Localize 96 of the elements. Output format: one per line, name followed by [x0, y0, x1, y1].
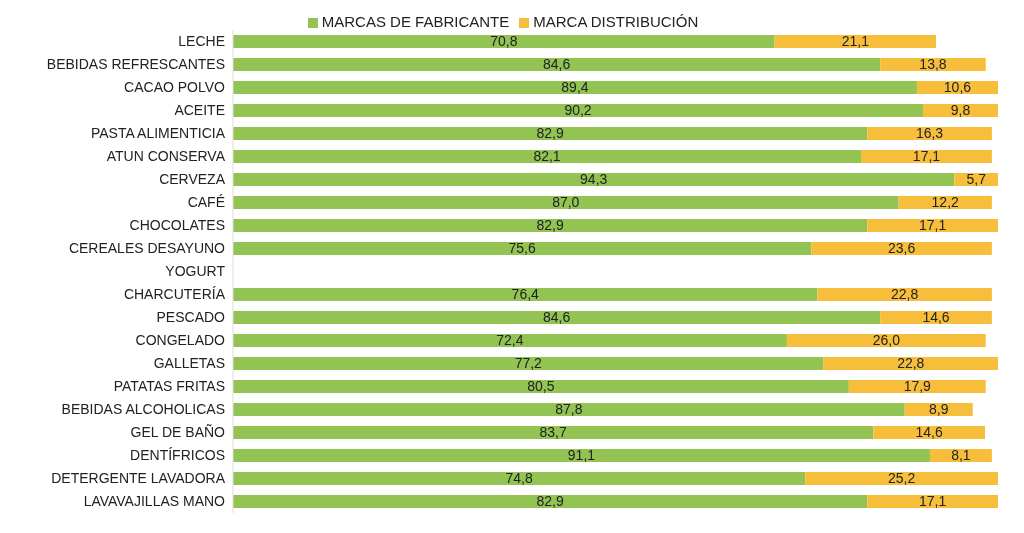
bar [233, 288, 818, 302]
bar [867, 127, 992, 141]
bar [233, 150, 862, 164]
data-label: 22,8 [891, 286, 919, 303]
data-label: 76,4 [511, 286, 540, 303]
data-label: 14,6 [922, 309, 950, 326]
legend-label: MARCA DISTRIBUCIÓN [533, 13, 699, 30]
data-label: 72,4 [496, 332, 524, 349]
bar [867, 219, 998, 233]
bar [233, 219, 868, 233]
bar [233, 403, 905, 417]
y-tick-label: CERVEZA [159, 171, 226, 188]
bar [873, 426, 985, 440]
bar [823, 357, 998, 371]
data-label: 17,1 [912, 148, 941, 165]
bar [786, 334, 986, 348]
y-tick-label: CACAO POLVO [124, 79, 226, 96]
data-label: 87,8 [555, 401, 583, 418]
legend-label: MARCAS DE FABRICANTE [321, 13, 510, 30]
data-label: 13,8 [919, 56, 947, 73]
bar [233, 127, 868, 141]
y-tick-label: PESCADO [156, 309, 226, 326]
data-label: 5,7 [966, 171, 987, 188]
y-tick-label: CHARCUTERÍA [123, 286, 226, 303]
data-label: 84,6 [542, 56, 571, 73]
bar [233, 380, 849, 394]
y-tick-label: BEBIDAS REFRESCANTES [46, 56, 225, 73]
data-label: 82,1 [533, 148, 561, 165]
y-tick-label: PATATAS FRITAS [113, 378, 225, 395]
bar [817, 288, 992, 302]
bar [233, 173, 955, 187]
bar [848, 380, 986, 394]
data-label: 82,9 [536, 217, 564, 234]
data-label: 80,5 [527, 378, 555, 395]
bar [233, 426, 874, 440]
y-tick-label: DENTÍFRICOS [130, 447, 225, 464]
bar [861, 150, 992, 164]
y-tick-label: CEREALES DESAYUNO [68, 240, 226, 257]
data-label: 26,0 [872, 332, 901, 349]
data-label: 16,3 [915, 125, 944, 142]
bar [233, 81, 917, 95]
data-label: 84,6 [542, 309, 571, 326]
data-label: 82,9 [536, 125, 564, 142]
y-tick-label: YOGURT [165, 263, 226, 280]
data-label: 83,7 [539, 424, 567, 441]
bar [805, 472, 998, 486]
bar [233, 334, 787, 348]
bar [233, 472, 806, 486]
y-tick-label: PASTA ALIMENTICIA [90, 125, 226, 142]
y-tick-label: CAFÉ [187, 194, 225, 211]
bar [233, 196, 899, 210]
data-label: 90,2 [564, 102, 592, 119]
bar [233, 242, 812, 256]
bar [233, 104, 924, 118]
data-label: 25,2 [887, 470, 916, 487]
data-label: 17,9 [903, 378, 932, 395]
data-label: 10,6 [943, 79, 972, 96]
data-label: 82,9 [536, 493, 564, 510]
data-label: 12,2 [931, 194, 960, 211]
data-label: 87,0 [552, 194, 580, 211]
bar [867, 495, 998, 509]
data-label: 8,9 [928, 401, 949, 418]
bar [233, 495, 868, 509]
bar [233, 311, 881, 325]
data-label: 21,1 [841, 33, 870, 50]
data-label: 74,8 [505, 470, 533, 487]
data-label: 91,1 [567, 447, 596, 464]
y-tick-label: ACEITE [174, 102, 225, 119]
data-label: 14,6 [915, 424, 943, 441]
data-label: 22,8 [897, 355, 925, 372]
data-label: 17,1 [918, 493, 947, 510]
data-label: 8,1 [951, 447, 971, 464]
y-tick-label: BEBIDAS ALCOHOLICAS [61, 401, 225, 418]
data-label: 70,8 [490, 33, 518, 50]
y-tick-label: CONGELADO [135, 332, 226, 349]
data-label: 89,4 [561, 79, 589, 96]
y-tick-label: LECHE [178, 33, 225, 50]
y-tick-label: GEL DE BAÑO [130, 424, 226, 441]
data-label: 77,2 [514, 355, 543, 372]
y-tick-label: ATUN CONSERVA [106, 148, 226, 165]
data-label: 75,6 [508, 240, 537, 257]
data-label: 17,1 [918, 217, 947, 234]
y-tick-label: CHOCOLATES [129, 217, 225, 234]
y-tick-label: LAVAVAJILLAS MANO [83, 493, 226, 510]
bar [774, 35, 937, 49]
bar [233, 35, 775, 49]
data-label: 23,6 [887, 240, 916, 257]
y-tick-label: DETERGENTE LAVADORA [51, 470, 226, 487]
data-label: 9,8 [950, 102, 971, 119]
y-tick-label: GALLETAS [153, 355, 225, 372]
bar [233, 58, 881, 72]
bar [880, 311, 992, 325]
bar [233, 357, 824, 371]
bar [233, 449, 930, 463]
data-label: 94,3 [580, 171, 608, 188]
bar [811, 242, 992, 256]
